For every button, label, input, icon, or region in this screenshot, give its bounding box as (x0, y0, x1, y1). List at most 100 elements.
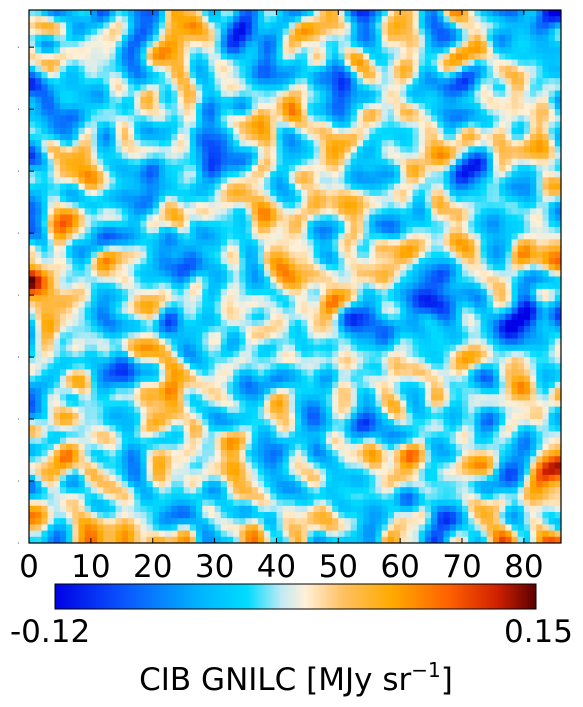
heatmap-cell (270, 47, 277, 54)
heatmap-cell (486, 208, 494, 215)
heatmap-cell (282, 257, 290, 265)
heatmap-cell (59, 350, 67, 358)
heatmap-cell (53, 10, 61, 17)
heatmap-cell (257, 332, 265, 339)
heatmap-cell (554, 16, 562, 23)
heatmap-cell (511, 338, 519, 346)
heatmap-cell (84, 326, 92, 333)
heatmap-cell (264, 133, 271, 141)
heatmap-cell (121, 152, 129, 160)
heatmap-cell (319, 171, 327, 178)
heatmap-cell (369, 164, 376, 172)
heatmap-cell (449, 10, 457, 17)
heatmap-cell (72, 158, 79, 166)
heatmap-cell (78, 109, 86, 116)
heatmap-cell (530, 295, 537, 302)
heatmap-cell (307, 276, 314, 284)
heatmap-cell (338, 301, 345, 308)
heatmap-cell (146, 288, 154, 296)
heatmap-cell (171, 239, 178, 246)
heatmap-cell (530, 245, 537, 253)
heatmap-cell (245, 319, 253, 327)
heatmap-cell (356, 78, 364, 85)
heatmap-cell (29, 59, 36, 67)
heatmap-cell (127, 195, 135, 203)
heatmap-cell (400, 270, 407, 277)
heatmap-cell (338, 239, 345, 246)
heatmap-cell (127, 357, 135, 364)
heatmap-cell (338, 183, 345, 191)
heatmap-cell (41, 307, 48, 315)
heatmap-cell (356, 171, 364, 178)
heatmap-cell (431, 338, 438, 346)
heatmap-cell (140, 96, 147, 104)
heatmap-cell (264, 264, 271, 271)
heatmap-cell (393, 257, 401, 265)
heatmap-cell (387, 208, 395, 215)
heatmap-cell (387, 344, 395, 352)
heatmap-cell (505, 295, 512, 302)
heatmap-cell (486, 338, 494, 346)
heatmap-cell (134, 47, 141, 54)
heatmap-cell (418, 152, 426, 160)
heatmap-cell (103, 47, 110, 54)
heatmap-cell (72, 202, 79, 209)
heatmap-cell (505, 313, 512, 321)
heatmap-cell (307, 71, 314, 79)
heatmap-cell (536, 146, 543, 153)
heatmap-cell (251, 233, 259, 240)
heatmap-cell (146, 313, 154, 321)
heatmap-cell (146, 133, 154, 141)
heatmap-cell (375, 96, 383, 104)
heatmap-cell (486, 319, 494, 327)
heatmap-cell (41, 96, 48, 104)
heatmap-cell (97, 140, 104, 147)
heatmap-cell (233, 140, 240, 147)
heatmap-cell (165, 140, 172, 147)
heatmap-cell (288, 233, 296, 240)
heatmap-cell (406, 357, 413, 364)
heatmap-cell (406, 208, 413, 215)
heatmap-cell (307, 158, 314, 166)
heatmap-cell (53, 350, 61, 358)
heatmap-cell (295, 270, 302, 277)
heatmap-cell (536, 102, 543, 110)
heatmap-cell (356, 264, 364, 271)
heatmap-cell (536, 239, 543, 246)
heatmap-cell (59, 257, 67, 265)
heatmap-cell (59, 96, 67, 104)
heatmap-cell (208, 84, 215, 91)
heatmap-cell (158, 171, 166, 178)
heatmap-cell (387, 71, 395, 79)
heatmap-cell (319, 226, 327, 234)
heatmap-cell (152, 115, 160, 122)
heatmap-cell (78, 307, 86, 315)
heatmap-cell (486, 195, 494, 203)
heatmap-cell (301, 276, 308, 284)
heatmap-cell (84, 47, 92, 54)
heatmap-cell (480, 177, 488, 184)
heatmap-cell (393, 350, 401, 358)
heatmap-cell (523, 127, 531, 135)
heatmap-cell (363, 16, 370, 23)
heatmap-cell (165, 233, 172, 240)
heatmap-cell (400, 109, 407, 116)
heatmap-cell (375, 239, 383, 246)
heatmap-cell (356, 363, 364, 370)
heatmap-cell (437, 22, 444, 29)
heatmap-cell (183, 220, 191, 228)
heatmap-cell (245, 220, 253, 228)
heatmap-cell (251, 189, 259, 197)
heatmap-cell (276, 282, 284, 290)
heatmap-cell (406, 16, 413, 23)
heatmap-cell (295, 109, 302, 116)
heatmap-cell (400, 164, 407, 172)
heatmap-cell (307, 65, 314, 73)
heatmap-cell (369, 40, 376, 48)
heatmap-cell (338, 109, 345, 116)
heatmap-cell (381, 121, 389, 129)
heatmap-cell (530, 233, 537, 240)
heatmap-cell (121, 177, 129, 184)
heatmap-cell (208, 78, 215, 85)
heatmap-cell (295, 295, 302, 302)
